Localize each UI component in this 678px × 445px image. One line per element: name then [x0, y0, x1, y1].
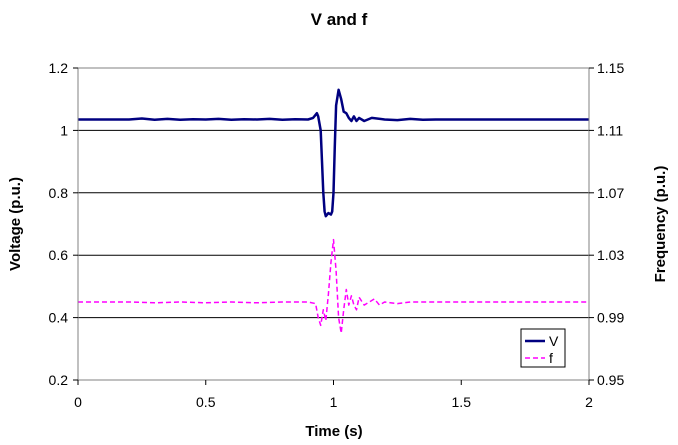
y2-tick-label: 1.07: [597, 185, 624, 201]
y2-tick-label: 0.95: [597, 372, 624, 388]
x-axis-label: Time (s): [305, 423, 362, 440]
y2-tick-label: 1.11: [597, 122, 623, 138]
y2-tick-label: 1.15: [597, 60, 624, 76]
y2-tick-label: 1.03: [597, 247, 624, 263]
y-tick-label: 1.2: [49, 60, 69, 76]
series-line-v: [78, 88, 589, 218]
y-axis-label: Voltage (p.u.): [7, 177, 24, 271]
x-tick-label: 1: [330, 394, 338, 410]
y2-tick-label: 0.99: [597, 310, 624, 326]
series-line-f: [78, 238, 589, 334]
x-tick-label: 0: [74, 394, 82, 410]
plot-area: [77, 67, 590, 381]
y-tick-label: 0.4: [49, 310, 69, 326]
y-tick-label: 1: [60, 122, 68, 138]
x-tick-label: 1.5: [452, 394, 472, 410]
chart-title: V and f: [311, 10, 368, 29]
x-tick-label: 2: [585, 394, 593, 410]
series-layer: [78, 88, 589, 334]
y-tick-label: 0.6: [49, 247, 69, 263]
y2-axis-label: Frequency (p.u.): [652, 166, 669, 283]
legend-label-f: f: [549, 350, 553, 366]
legend-box: [520, 328, 566, 368]
x-tick-label: 0.5: [196, 394, 216, 410]
y-tick-label: 0.2: [49, 372, 69, 388]
tick-layer: 0 0.5 1 1.5 2 0.2 0.4 0.6 0.8 1 1.2 0.95 0.99 1.03 1.0…: [49, 60, 625, 410]
legend: V f: [520, 328, 566, 368]
y-tick-label: 0.8: [49, 185, 69, 201]
legend-label-v: V: [549, 333, 559, 349]
